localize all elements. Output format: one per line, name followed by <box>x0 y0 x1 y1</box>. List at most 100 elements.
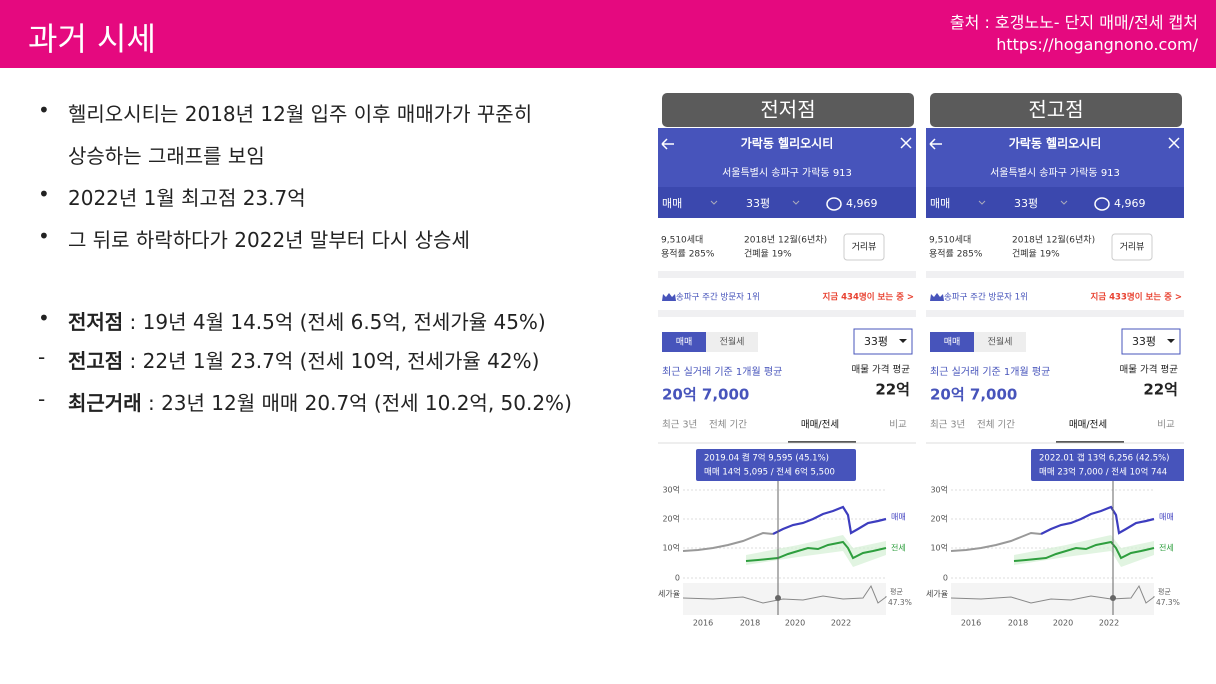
jeonse-line <box>1013 540 1155 562</box>
dropdown-arrow <box>899 339 907 343</box>
crown-icon <box>662 293 676 301</box>
bullet-marker: • <box>38 182 50 206</box>
source-text: 출처 : 호갱노노- 단지 매매/전세 캡처 <box>949 13 1198 32</box>
toggle-off[interactable] <box>706 332 758 352</box>
label-box <box>662 93 914 127</box>
period-tab[interactable]: 최근 3년 <box>662 420 697 431</box>
ratio-label: 세가율 <box>926 590 948 599</box>
live: 지금 433명이 보는 중 > <box>1091 292 1182 303</box>
address: 서울특별시 송파구 가락동 913 <box>722 167 852 179</box>
bullet-text: 그 뒤로 하락하다가 2022년 말부터 다시 상승세 <box>68 224 470 253</box>
avg-label: 최근 실거래 기준 1개월 평균 <box>662 366 782 378</box>
households: 9,510세대 <box>929 235 971 246</box>
ratio: 47.3% <box>888 598 912 607</box>
bullet-text: 2022년 1월 최고점 23.7억 <box>68 182 306 211</box>
street-view: 거리뷰 <box>1120 242 1145 253</box>
divider <box>926 310 1184 317</box>
cursor-dot <box>775 595 781 601</box>
dropdown-text: 33평 <box>1132 335 1156 348</box>
households: 9,510세대 <box>661 235 703 246</box>
far: 용적률 285% <box>929 248 983 260</box>
series-label: 매매 <box>1159 513 1174 522</box>
deal-tab[interactable]: 매매 <box>662 197 682 210</box>
comment-count[interactable]: 4,969 <box>846 197 878 210</box>
ratio-line <box>950 584 1155 604</box>
toggle-on[interactable] <box>930 332 974 352</box>
toggle-off[interactable] <box>974 332 1026 352</box>
bullet-bold: 전고점 <box>68 349 124 373</box>
period-tab[interactable]: 최근 3년 <box>930 420 965 431</box>
bullet-body: : 19년 4월 14.5억 (전세 6.5억, 전세가율 45%) <box>123 310 546 334</box>
source: 출처 : 호갱노노- 단지 매매/전세 캡처 https://hogangnono… <box>950 12 1198 56</box>
bullet-text: 전저점 : 19년 4월 14.5억 (전세 6.5억, 전세가율 45%) <box>68 306 546 335</box>
app-title: 가락동 헬리오시티 <box>741 136 834 151</box>
cursor-dot <box>1110 595 1116 601</box>
bullet-text: 상승하는 그래프를 보임 <box>68 140 265 169</box>
bullet-bold: 전저점 <box>68 310 124 334</box>
divider <box>926 271 1184 278</box>
street-view: 거리뷰 <box>852 242 877 253</box>
y-axis-label: 10억 <box>930 543 948 553</box>
close-icon[interactable] <box>1168 137 1180 149</box>
size-tab[interactable]: 33평 <box>746 197 770 210</box>
comment-icon <box>1094 197 1110 211</box>
y-axis-label: 10억 <box>662 543 680 553</box>
back-icon[interactable] <box>929 138 942 150</box>
y-axis-label: 20억 <box>662 514 680 524</box>
toggle: 매매 <box>944 337 961 348</box>
toggle: 매매 <box>676 337 693 348</box>
size-tab[interactable]: 33평 <box>1014 197 1038 210</box>
bullet-text: 최근거래 : 23년 12월 매매 20.7억 (전세 10.2억, 50.2%… <box>68 387 572 416</box>
series-label: 전세 <box>1159 543 1174 553</box>
period-tab[interactable]: 전체 기간 <box>977 420 1015 431</box>
bullet-text: 전고점 : 22년 1월 23.7억 (전세 10억, 전세가율 42%) <box>68 345 539 374</box>
close-icon[interactable] <box>900 137 912 149</box>
far: 용적률 285% <box>661 248 715 260</box>
period-tab[interactable]: 전체 기간 <box>709 420 747 431</box>
ratio-line <box>682 584 887 604</box>
panel-label: 전저점 <box>760 98 815 122</box>
tooltip <box>1031 449 1184 481</box>
street-btn[interactable] <box>843 233 885 261</box>
avg-short: 평균 <box>1158 587 1171 596</box>
back-icon[interactable] <box>661 138 674 150</box>
avg-short: 평균 <box>890 587 903 596</box>
chevrons <box>710 200 800 205</box>
listing-label: 매물 가격 평균 <box>852 364 911 376</box>
live: 지금 434명이 보는 중 > <box>823 292 914 303</box>
chevrons <box>978 200 1068 205</box>
crown-icon <box>930 293 944 301</box>
x-axis-label: 2020 <box>1053 619 1073 628</box>
app-tabbar <box>658 187 916 218</box>
app-title: 가락동 헬리오시티 <box>1009 136 1102 151</box>
bcr: 건폐율 19% <box>1012 248 1060 260</box>
period-tab[interactable]: 비교 <box>1157 420 1175 431</box>
street-btn[interactable] <box>1111 233 1153 261</box>
period-tab[interactable]: 매매/전세 <box>801 420 839 431</box>
period-tab[interactable]: 비교 <box>889 420 907 431</box>
panel-label: 전고점 <box>1028 98 1083 122</box>
series-label: 매매 <box>891 513 906 522</box>
jeonse-line <box>745 540 887 562</box>
tooltip-line: 매매 14억 5,095 / 전세 6억 5,500 <box>704 467 835 478</box>
price-line <box>772 505 887 535</box>
address: 서울특별시 송파구 가락동 913 <box>990 167 1120 179</box>
deal-tab[interactable]: 매매 <box>930 197 950 210</box>
series-label: 전세 <box>891 543 906 553</box>
dropdown-text: 33평 <box>864 335 888 348</box>
y-axis-label: 0 <box>943 574 948 583</box>
tooltip <box>696 449 856 481</box>
x-axis-label: 2018 <box>1008 619 1028 628</box>
bullet-body: : 23년 12월 매매 20.7억 (전세 10.2억, 50.2%) <box>141 391 572 415</box>
title: 과거 시세 <box>28 20 156 58</box>
bullet-body: 2022년 1월 최고점 23.7억 <box>68 186 306 210</box>
comment-count[interactable]: 4,969 <box>1114 197 1146 210</box>
bullet-marker: - <box>38 387 46 411</box>
toggle-on[interactable] <box>662 332 706 352</box>
period-tab[interactable]: 매매/전세 <box>1069 420 1107 431</box>
bullet-body: 상승하는 그래프를 보임 <box>68 144 265 168</box>
app-tabbar <box>926 187 1184 218</box>
bullet-marker: - <box>38 345 46 369</box>
